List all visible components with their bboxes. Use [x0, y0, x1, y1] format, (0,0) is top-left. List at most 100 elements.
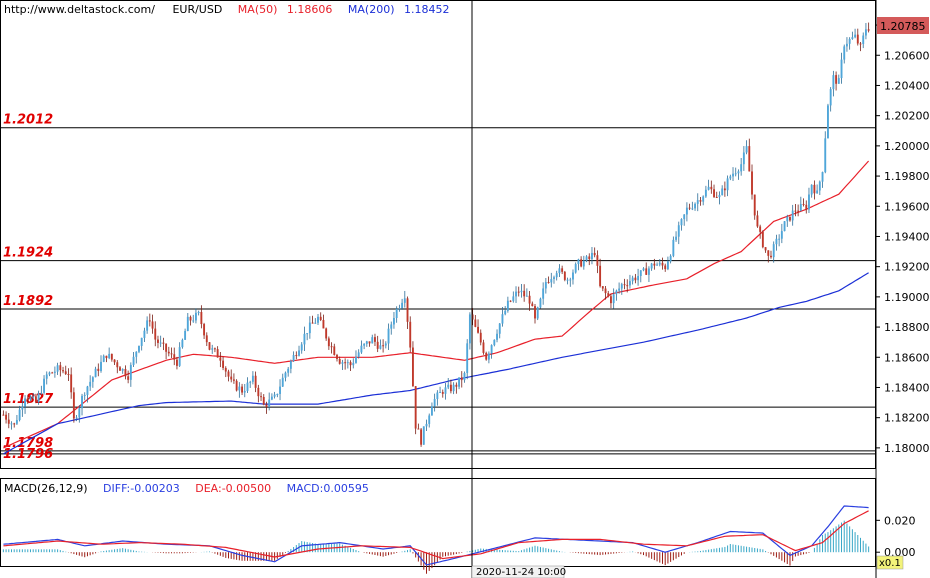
- candle-up: [317, 316, 319, 323]
- candle-down: [710, 186, 713, 190]
- candle-up: [433, 398, 436, 407]
- current-price-label: 1.20785: [880, 20, 926, 33]
- candle-up: [577, 259, 580, 265]
- candle-down: [13, 423, 16, 425]
- candle-up: [251, 375, 254, 382]
- candle-down: [203, 324, 206, 336]
- candle-down: [417, 428, 420, 430]
- candle-down: [64, 371, 67, 375]
- candle-up: [289, 361, 292, 369]
- candle-up: [550, 279, 553, 283]
- candle-down: [205, 335, 208, 343]
- candle-down: [420, 429, 423, 445]
- zoom-button[interactable]: [876, 555, 904, 570]
- candle-down: [113, 359, 116, 363]
- current-price-tag: [877, 17, 929, 34]
- candle-down: [634, 277, 637, 281]
- candle-up: [818, 181, 821, 191]
- candle-up: [403, 298, 406, 303]
- candle-up: [620, 284, 623, 289]
- candle-down: [474, 319, 477, 327]
- candle-down: [756, 215, 759, 227]
- candle-up: [650, 263, 653, 269]
- source-url[interactable]: http://www.deltastock.com/: [4, 3, 155, 16]
- candle-up: [775, 238, 778, 245]
- crosshair-time-box: [471, 565, 565, 578]
- candle-up: [238, 386, 241, 391]
- candle-down: [200, 312, 203, 325]
- candle-up: [742, 152, 745, 165]
- candle-down: [805, 204, 808, 210]
- candle-down: [7, 419, 10, 424]
- candle-down: [715, 196, 718, 198]
- candle-down: [170, 353, 173, 355]
- y-tick-label: 1.19000: [884, 291, 930, 304]
- candle-down: [751, 171, 753, 195]
- candle-up: [281, 377, 284, 387]
- price-axis: 1.208001.206001.204001.202001.200001.198…: [876, 19, 930, 455]
- candle-down: [460, 377, 463, 381]
- candle-up: [428, 415, 431, 424]
- candle-up: [379, 345, 382, 349]
- candle-up: [40, 392, 43, 394]
- candle-up: [401, 302, 404, 309]
- candle-up: [786, 216, 789, 222]
- candle-up: [81, 395, 83, 409]
- candle-down: [753, 194, 756, 216]
- candle-up: [21, 406, 24, 410]
- ma200-label: MA(200): [348, 3, 395, 16]
- candle-up: [837, 78, 840, 84]
- candle-up: [864, 29, 867, 36]
- candle-down: [382, 345, 385, 347]
- candle-up: [848, 38, 851, 44]
- svg-text:http://www.deltastock.com/: http://www.deltastock.com/ EUR/USD MA(50…: [4, 3, 450, 16]
- candle-up: [355, 356, 357, 363]
- crosshair-time-label: 2020-11-24 10:00: [476, 567, 566, 578]
- candle-down: [2, 414, 5, 416]
- candle-down: [770, 255, 772, 258]
- macd-dea-line: [3, 510, 869, 560]
- candle-up: [656, 264, 659, 266]
- candle-up: [553, 277, 555, 280]
- candle-down: [748, 146, 751, 172]
- candle-down: [327, 338, 330, 347]
- candle-up: [504, 310, 507, 315]
- candle-up: [683, 214, 686, 220]
- candle-down: [523, 290, 526, 297]
- candle-up: [159, 342, 162, 344]
- candle-up: [211, 348, 214, 350]
- candle-down: [59, 365, 62, 371]
- candle-down: [222, 360, 225, 368]
- candle-up: [810, 184, 813, 195]
- candle-down: [531, 303, 534, 307]
- candle-up: [827, 105, 829, 139]
- candle-up: [284, 372, 287, 378]
- candle-down: [189, 316, 192, 321]
- candle-up: [129, 364, 132, 380]
- candle-up: [572, 272, 574, 280]
- candle-up: [422, 426, 425, 445]
- candle-up: [862, 35, 865, 45]
- candle-up: [512, 296, 515, 302]
- candle-down: [607, 293, 610, 297]
- candle-down: [230, 376, 233, 380]
- candle-up: [100, 361, 102, 371]
- candle-up: [439, 392, 442, 394]
- y-tick-label: 1.18400: [884, 381, 930, 394]
- candle-down: [157, 339, 159, 343]
- candle-up: [816, 190, 819, 194]
- candle-up: [398, 308, 401, 310]
- candle-up: [666, 261, 669, 270]
- candle-down: [593, 252, 596, 256]
- candle-up: [542, 288, 545, 299]
- candle-down: [767, 250, 770, 256]
- candle-down: [580, 259, 583, 267]
- zoom-label[interactable]: x0.1: [879, 558, 901, 569]
- candle-up: [628, 281, 631, 286]
- candle-up: [363, 343, 366, 346]
- candle-up: [197, 312, 200, 314]
- candle-down: [601, 286, 604, 289]
- candle-up: [791, 210, 794, 221]
- candle-down: [151, 321, 154, 329]
